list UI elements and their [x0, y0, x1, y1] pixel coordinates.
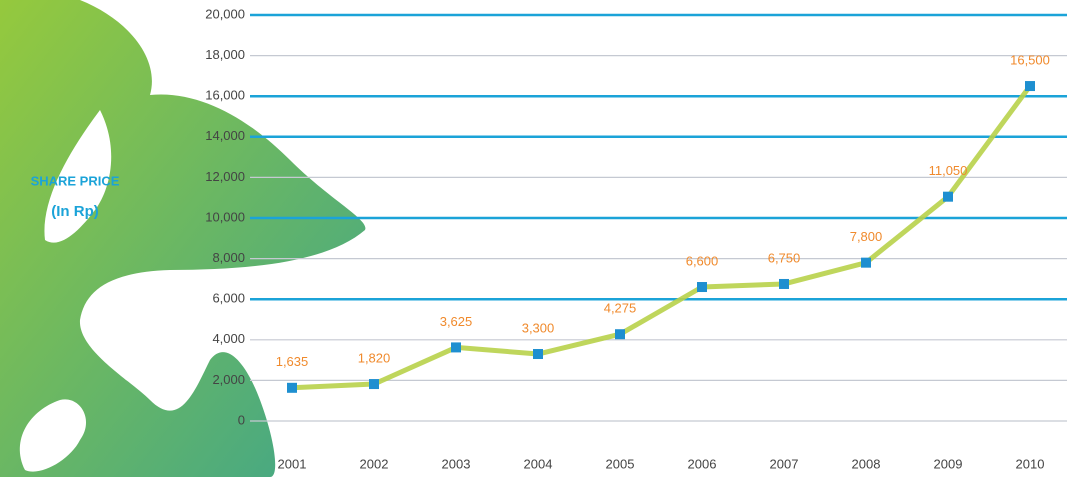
y-tick-label: 10,000: [205, 209, 245, 224]
background-shape: [0, 0, 366, 477]
y-tick-label: 0: [238, 412, 245, 427]
data-label: 11,050: [929, 163, 968, 178]
series-line: [291, 84, 1033, 391]
point-marker: [451, 342, 461, 353]
point-marker: [779, 278, 789, 289]
data-label: 16,500: [1010, 52, 1050, 67]
y-tick-label: 2,000: [212, 372, 245, 387]
y-axis-label: (In Rp): [51, 203, 98, 220]
y-tick-label: 8,000: [212, 250, 245, 265]
point-marker: [533, 349, 543, 360]
point-marker: [287, 382, 297, 393]
y-tick-label: 16,000: [205, 88, 245, 103]
x-tick-label: 2007: [770, 456, 799, 471]
data-label: 4,275: [604, 301, 637, 316]
x-tick-label: 2006: [688, 456, 717, 471]
point-marker: [861, 257, 871, 268]
x-tick-label: 2009: [934, 456, 963, 471]
x-tick-label: 2005: [606, 456, 635, 471]
y-axis-label: SHARE PRICE: [31, 173, 120, 188]
data-label: 6,750: [768, 250, 801, 265]
x-tick-label: 2004: [524, 456, 553, 471]
x-tick-label: 2008: [852, 456, 881, 471]
y-tick-label: 18,000: [205, 47, 245, 62]
data-label: 7,800: [850, 229, 883, 244]
x-tick-label: 2002: [360, 456, 389, 471]
y-tick-label: 20,000: [205, 6, 245, 21]
data-label: 3,625: [440, 314, 473, 329]
data-label: 3,300: [522, 320, 555, 335]
point-marker: [697, 282, 707, 293]
y-tick-label: 12,000: [205, 169, 245, 184]
background-hole: [19, 399, 87, 472]
point-marker: [943, 191, 953, 202]
point-marker: [1025, 81, 1035, 92]
y-tick-label: 6,000: [212, 291, 245, 306]
data-label: 1,820: [358, 350, 391, 365]
point-marker: [369, 379, 379, 390]
point-marker: [615, 329, 625, 340]
y-tick-label: 4,000: [212, 331, 245, 346]
x-tick-label: 2001: [278, 456, 307, 471]
x-tick-label: 2010: [1016, 456, 1045, 471]
y-tick-label: 14,000: [205, 128, 245, 143]
data-label: 1,635: [276, 354, 309, 369]
x-tick-label: 2003: [442, 456, 471, 471]
data-label: 6,600: [686, 253, 719, 268]
